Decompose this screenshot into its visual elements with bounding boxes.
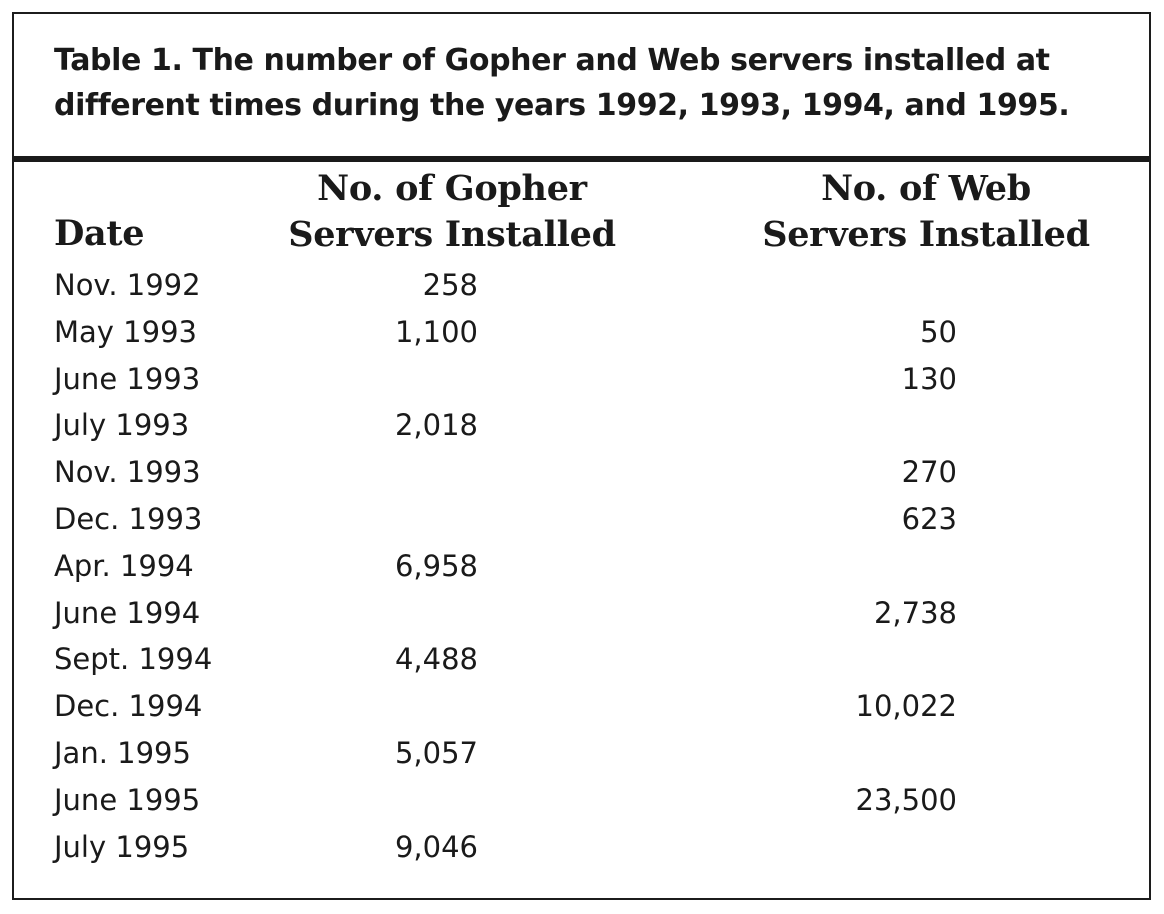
cell-date: July 1995: [54, 829, 190, 864]
cell-gopher: 6,958: [394, 548, 478, 583]
table-caption: Table 1. The number of Gopher and Web se…: [54, 38, 1104, 128]
table-row: Dec. 1994 10,022: [14, 683, 1149, 730]
cell-web: 130: [901, 361, 957, 396]
column-header-date: Date: [54, 213, 145, 254]
table-row: July 1993 2,018: [14, 402, 1149, 449]
table-row: July 1995 9,046: [14, 824, 1149, 871]
cell-web: 23,500: [855, 782, 957, 817]
cell-date: June 1993: [54, 361, 201, 396]
cell-date: Dec. 1994: [54, 689, 203, 724]
cell-date: June 1995: [54, 782, 201, 817]
table-row: June 1994 2,738: [14, 590, 1149, 637]
cell-web: 50: [920, 314, 957, 349]
table-row: Jan. 1995 5,057: [14, 730, 1149, 777]
column-header-web-line-1: No. of Web: [821, 168, 1031, 209]
cell-date: June 1994: [54, 595, 201, 630]
cell-web: 10,022: [855, 689, 957, 724]
column-header-web: No. of Web Servers Installed: [752, 166, 1100, 258]
cell-gopher: 9,046: [394, 829, 478, 864]
table-row: Nov. 1993 270: [14, 449, 1149, 496]
cell-date: Sept. 1994: [54, 642, 213, 677]
cell-web: 623: [901, 501, 957, 536]
cell-date: May 1993: [54, 314, 197, 349]
cell-gopher: 5,057: [394, 735, 478, 770]
cell-date: Nov. 1993: [54, 455, 201, 490]
table-row: Apr. 1994 6,958: [14, 543, 1149, 590]
table-row: June 1995 23,500: [14, 777, 1149, 824]
cell-date: Jan. 1995: [54, 735, 191, 770]
column-header-gopher-line-2: Servers Installed: [288, 214, 616, 255]
cell-date: Nov. 1992: [54, 268, 201, 302]
caption-line-1: Table 1. The number of Gopher and Web se…: [54, 43, 1050, 78]
cell-gopher: 258: [422, 268, 478, 302]
cell-web: 2,738: [873, 595, 957, 630]
header-rule: [14, 156, 1149, 162]
cell-gopher: 1,100: [394, 314, 478, 349]
cell-web: 270: [901, 455, 957, 490]
column-header-gopher: No. of Gopher Servers Installed: [276, 166, 628, 258]
cell-date: Dec. 1993: [54, 501, 203, 536]
cell-date: July 1993: [54, 408, 190, 443]
caption-line-2: different times during the years 1992, 1…: [54, 88, 1070, 123]
table-body: Nov. 1992 258 May 1993 1,100 50 June 199…: [14, 262, 1149, 870]
table-row: Sept. 1994 4,488: [14, 636, 1149, 683]
cell-gopher: 2,018: [394, 408, 478, 443]
table-frame: Table 1. The number of Gopher and Web se…: [12, 12, 1151, 900]
table-row: May 1993 1,100 50: [14, 309, 1149, 356]
table-row: June 1993 130: [14, 356, 1149, 403]
column-header-gopher-line-1: No. of Gopher: [317, 168, 587, 209]
cell-gopher: 4,488: [394, 642, 478, 677]
table-row: Dec. 1993 623: [14, 496, 1149, 543]
table-row: Nov. 1992 258: [14, 262, 1149, 309]
column-header-web-line-2: Servers Installed: [762, 214, 1090, 255]
cell-date: Apr. 1994: [54, 548, 194, 583]
